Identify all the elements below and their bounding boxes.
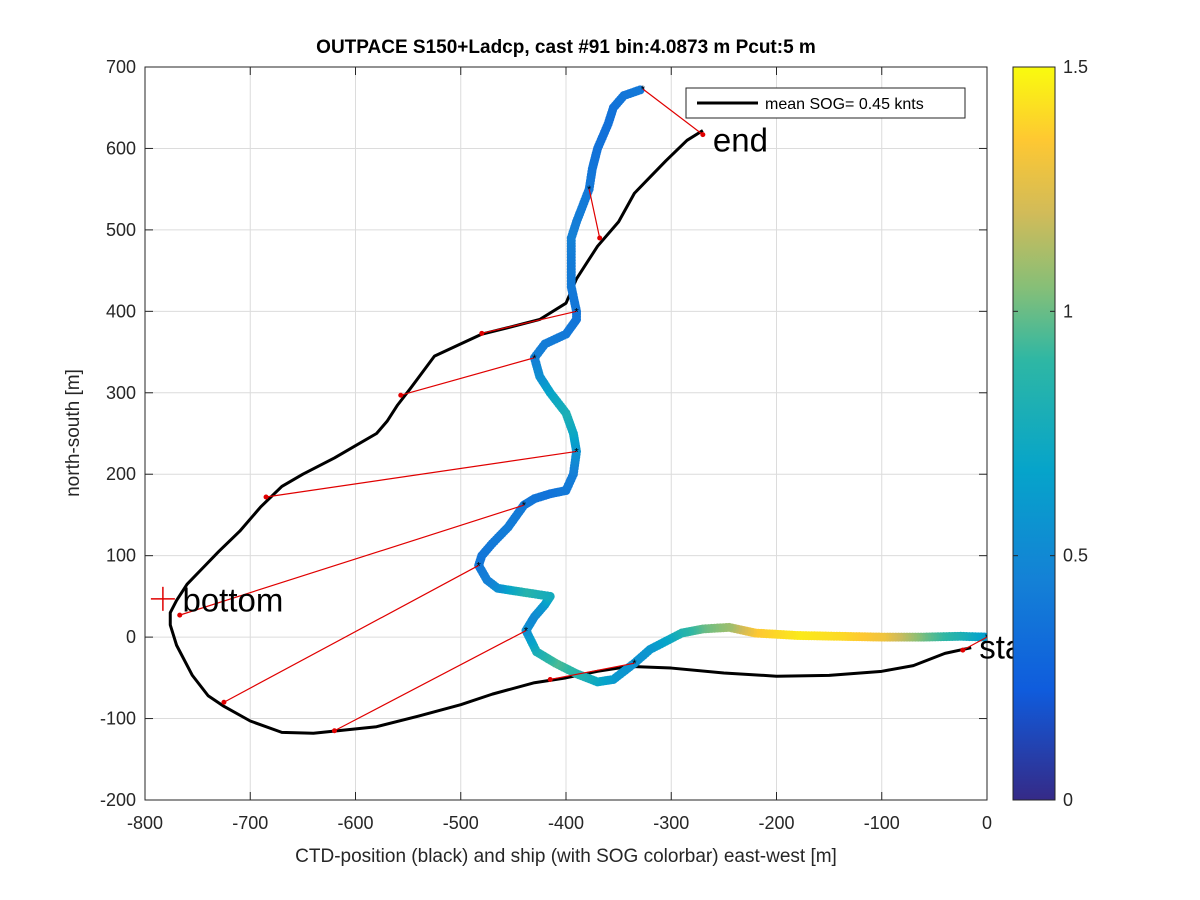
y-tick-label: 0 <box>126 627 136 647</box>
y-axis-label: north-south [m] <box>63 369 84 497</box>
x-tick-label: -200 <box>758 813 794 833</box>
x-tick-labels: -800 -700 -600 -500 -400 -300 -200 -100 0 <box>127 813 992 833</box>
connection-line <box>265 450 577 498</box>
x-tick-label: -400 <box>548 813 584 833</box>
ship-marker: * <box>985 632 990 644</box>
annotation-bottom: bottom <box>182 581 283 618</box>
y-tick-label: 600 <box>106 138 136 158</box>
axis-ticks <box>144 66 988 801</box>
legend-label: mean SOG= 0.45 knts <box>765 96 924 113</box>
ctd-track <box>168 129 972 735</box>
x-axis-label: CTD-position (black) and ship (with SOG … <box>295 846 837 867</box>
y-tick-label: 700 <box>106 57 136 77</box>
connection-line <box>223 564 479 703</box>
connection-line <box>400 357 535 396</box>
ctd-marker <box>263 494 269 500</box>
ship-marker: * <box>524 626 529 638</box>
y-tick-label: 200 <box>106 464 136 484</box>
colorbar-tick-label: 1.5 <box>1063 57 1088 77</box>
ctd-marker <box>221 699 227 705</box>
ship-marker: * <box>477 560 482 572</box>
connection-line <box>481 310 577 334</box>
x-tick-label: -600 <box>337 813 373 833</box>
ctd-marker <box>398 392 404 398</box>
y-tick-label: -100 <box>100 709 136 729</box>
ship-marker: * <box>632 658 637 670</box>
y-tick-labels: -200 -100 0 100 200 300 400 500 600 700 <box>100 57 136 810</box>
connection-line <box>588 189 601 239</box>
colorbar-tick-label: 1 <box>1063 301 1073 321</box>
ship-track <box>474 85 987 687</box>
colorbar-gradient <box>1012 66 1056 801</box>
connection-line <box>179 504 525 616</box>
ship-marker: * <box>532 353 537 365</box>
y-tick-label: 300 <box>106 383 136 403</box>
x-tick-label: -500 <box>443 813 479 833</box>
x-tick-label: -800 <box>127 813 163 833</box>
ctd-marker <box>547 676 553 682</box>
colorbar-tick-label: 0.5 <box>1063 546 1088 566</box>
connection-line <box>550 662 635 681</box>
y-tick-label: 100 <box>106 546 136 566</box>
ship-marker: * <box>574 446 579 458</box>
ctd-marker <box>700 132 706 138</box>
x-tick-label: 0 <box>982 813 992 833</box>
ship-marker: * <box>522 500 527 512</box>
y-tick-label: 500 <box>106 220 136 240</box>
ctd-marker <box>597 235 603 241</box>
colorbar-ticks: 0 0.5 1 1.5 <box>1013 57 1088 810</box>
annotations: end bottom start <box>182 121 1043 665</box>
x-tick-label: -300 <box>653 813 689 833</box>
legend: mean SOG= 0.45 knts <box>685 87 966 119</box>
chart-title: OUTPACE S150+Ladcp, cast #91 bin:4.0873 … <box>316 37 816 58</box>
x-tick-label: -700 <box>232 813 268 833</box>
y-tick-label: 400 <box>106 301 136 321</box>
bottom-marker <box>150 586 175 611</box>
colorbar-tick-label: 0 <box>1063 790 1073 810</box>
x-tick-label: -100 <box>864 813 900 833</box>
ctd-marker <box>479 330 485 336</box>
ctd-marker <box>960 647 966 653</box>
ctd-marker <box>331 728 337 734</box>
connection-line <box>334 630 527 732</box>
ctd-line <box>168 129 972 735</box>
ctd-marker <box>177 612 183 618</box>
annotation-end: end <box>713 121 768 158</box>
colorbar: 0 0.5 1 1.5 <box>1012 57 1088 810</box>
ship-point <box>635 85 645 95</box>
connection-line <box>642 88 704 136</box>
ship-marker: * <box>587 184 592 196</box>
ship-marker: * <box>641 84 646 96</box>
ship-marker: * <box>574 306 579 318</box>
connection-lines: * * * * * * * * * * <box>177 84 990 734</box>
y-tick-label: -200 <box>100 790 136 810</box>
grid-lines <box>144 66 988 801</box>
connection-line <box>962 636 987 651</box>
